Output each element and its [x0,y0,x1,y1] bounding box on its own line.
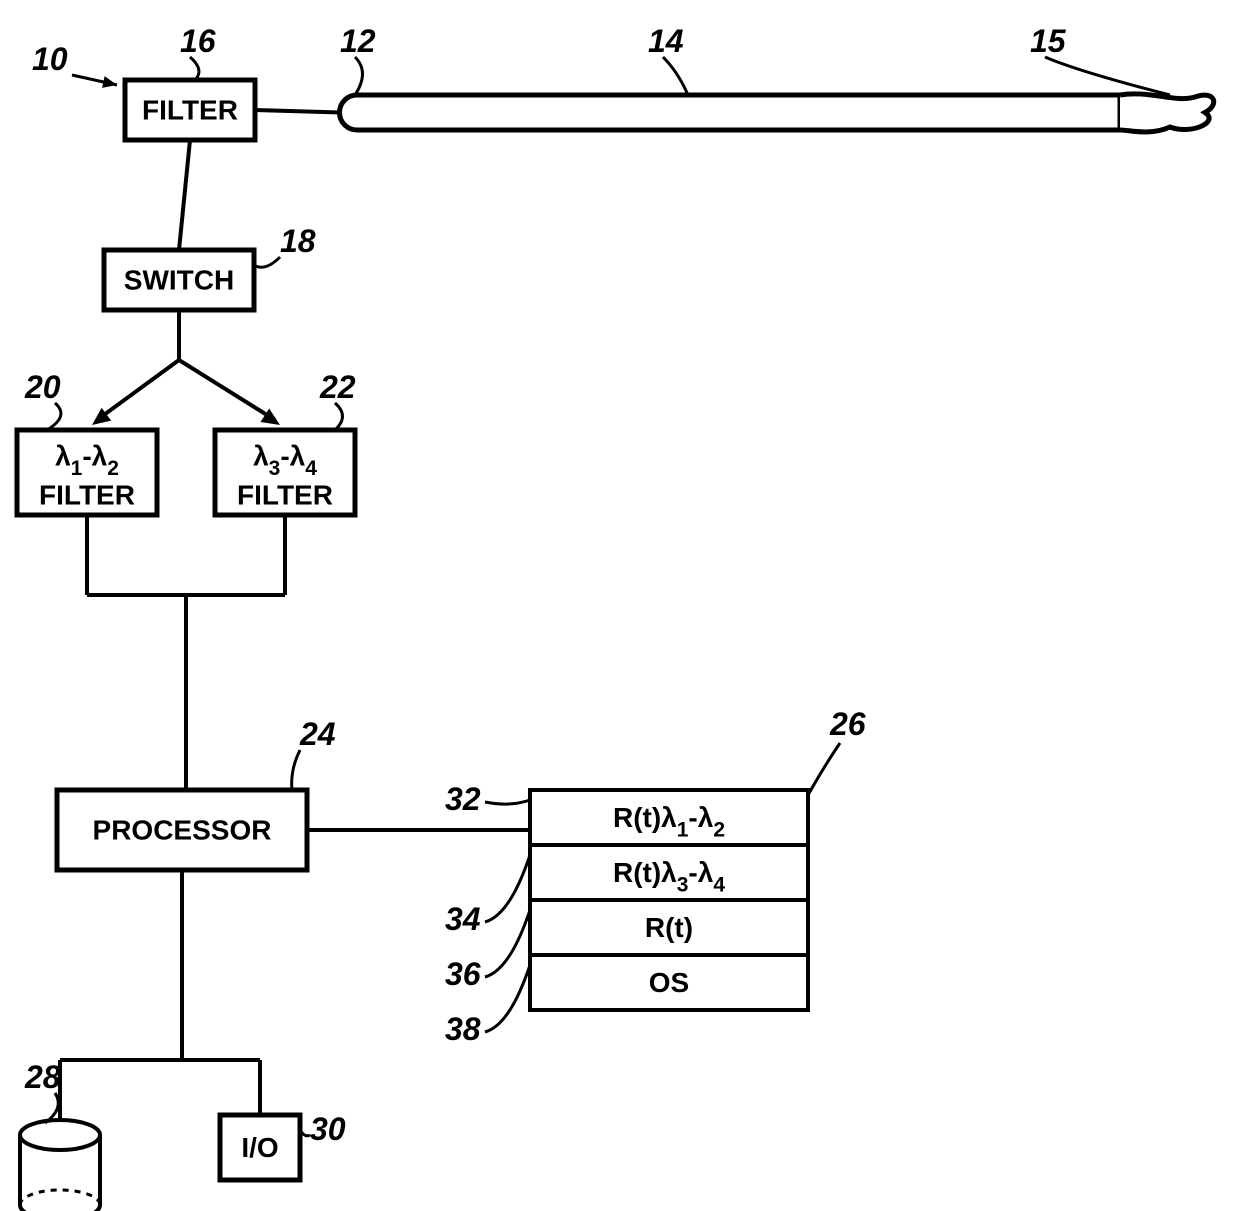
memory-row-label: OS [649,967,689,998]
ref-number: 26 [829,706,866,742]
svg-text:I/O: I/O [241,1132,278,1163]
leader-line [808,743,840,795]
ref-number: 20 [24,369,61,405]
leader-line [485,800,530,804]
lambda12-filter-box: λ1-λ2 FILTER [17,430,157,515]
leader-line [485,855,530,922]
probe-shape [340,94,1214,132]
arrow-right [179,360,280,425]
switch-box: SWITCH [104,250,254,310]
diagram-canvas: FILTER SWITCH λ1-λ2 FILTER λ3-λ4 FILTER … [0,0,1240,1211]
ref-number: 18 [280,223,316,259]
ref-number: 14 [648,23,684,59]
leader-line [1045,57,1170,95]
ref-number: 12 [340,23,376,59]
memory-table: R(t)λ1-λ2R(t)λ3-λ4R(t)OS [530,790,808,1010]
leader-line [663,57,688,95]
leader-line [190,57,199,80]
svg-text:PROCESSOR: PROCESSOR [93,814,272,845]
ref-number: 34 [445,901,481,937]
ref-number: 16 [180,23,216,59]
ref-number: 24 [299,716,336,752]
ref-number: 38 [445,1011,481,1047]
ref-number: 22 [319,369,356,405]
leader-line [47,403,61,430]
arrow-left [92,360,179,425]
svg-text:FILTER: FILTER [237,479,333,510]
processor-box: PROCESSOR [57,790,307,870]
cylinder-icon [20,1120,100,1211]
filter-box: FILTER [125,80,255,140]
ref-number: 15 [1030,23,1067,59]
ref-number: 32 [445,781,481,817]
leader-line [335,403,343,430]
ref-number: 36 [445,956,481,992]
ref-number: 30 [310,1111,346,1147]
ref-number: 28 [24,1059,61,1095]
line-filter-probe [255,110,340,113]
leader-line [292,750,300,790]
leader-line [355,57,363,95]
lambda34-filter-box: λ3-λ4 FILTER [215,430,355,515]
memory-row-label: R(t) [645,912,693,943]
line-filter-switch [179,140,190,250]
io-box: I/O [220,1115,300,1180]
svg-text:FILTER: FILTER [142,94,238,125]
svg-text:FILTER: FILTER [39,479,135,510]
ref-number: 10 [32,41,68,77]
leader-line [254,257,280,267]
svg-text:SWITCH: SWITCH [124,264,234,295]
